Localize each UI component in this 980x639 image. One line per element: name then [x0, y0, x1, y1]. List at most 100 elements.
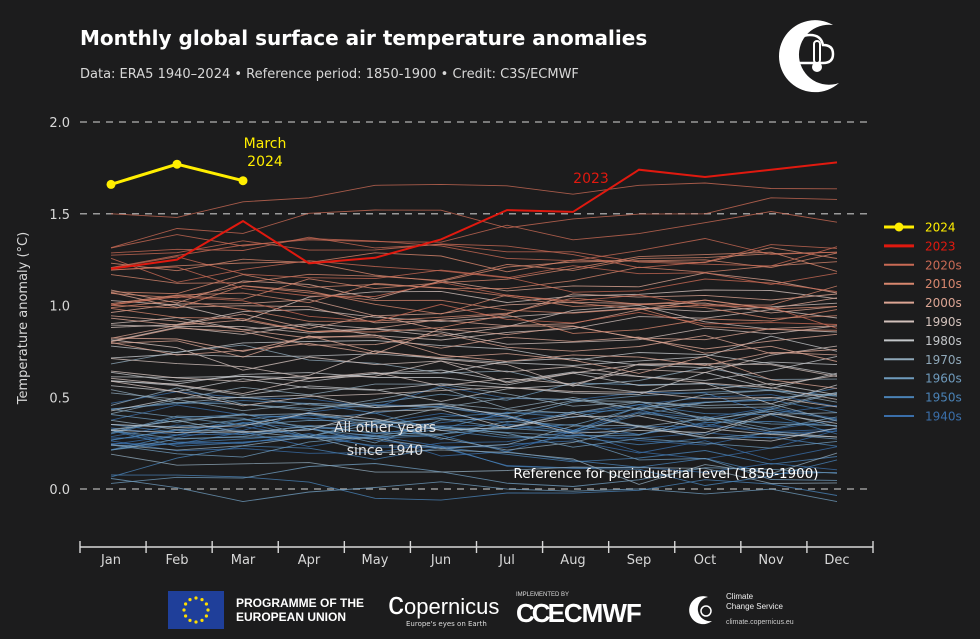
c3s-logo: Climate Change Service climate.copernicu…: [688, 585, 794, 635]
other-year-line: [110, 285, 838, 315]
other-year-line: [110, 302, 838, 328]
chart-subtitle: Data: ERA5 1940–2024 • Reference period:…: [80, 67, 579, 82]
other-year-line: [110, 296, 838, 325]
legend-label: 1950s: [925, 391, 962, 405]
other-year-line: [110, 436, 838, 485]
x-tick-label: Sep: [627, 553, 652, 568]
other-year-line: [110, 240, 838, 269]
other-year-line: [110, 429, 838, 460]
legend-label: 2020s: [925, 258, 962, 272]
annotation-others-line2: since 1940: [347, 443, 423, 459]
other-year-line: [110, 317, 838, 345]
eu-programme-logo: PROGRAMME OF THE EUROPEAN UNION: [168, 585, 364, 635]
other-year-line: [110, 325, 838, 356]
other-year-line: [110, 382, 838, 410]
y-tick-label: 1.0: [49, 300, 70, 315]
other-year-line: [110, 335, 838, 389]
other-year-line: [110, 418, 838, 451]
other-year-line: [110, 390, 838, 451]
chart-title: Monthly global surface air temperature a…: [80, 26, 647, 50]
other-year-line: [110, 389, 838, 415]
legend-label: 2023: [925, 239, 956, 253]
c3s-line2: Change Service: [726, 602, 783, 611]
other-year-line: [110, 234, 838, 262]
legend-label: 2010s: [925, 277, 962, 291]
eu-text-line2: EUROPEAN UNION: [236, 610, 347, 624]
grid-lines: [80, 121, 873, 490]
other-year-line: [110, 350, 838, 387]
other-year-line: [110, 236, 838, 267]
x-tick-label: Oct: [694, 553, 716, 568]
other-year-line: [110, 474, 838, 501]
annotation-others-line1: All other years: [334, 420, 436, 436]
other-year-line: [110, 313, 838, 350]
footer-logos: PROGRAMME OF THE EUROPEAN UNION copernic…: [0, 585, 980, 639]
ecmwf-symbol-icon: CC: [516, 597, 551, 628]
other-year-line: [110, 340, 838, 376]
legend: 2024 2023 2020s 2010s 2000s 1990s 1980s 1970s 19…: [884, 221, 962, 424]
other-year-line: [110, 197, 838, 249]
other-year-line: [110, 387, 838, 411]
other-year-line: [110, 412, 838, 442]
other-year-line: [110, 372, 838, 405]
x-tick-label: Jul: [498, 553, 515, 568]
other-years-lines: [110, 182, 838, 503]
y-tick-label: 0.5: [49, 391, 70, 406]
other-year-line: [110, 315, 838, 366]
legend-label: 2000s: [925, 296, 962, 310]
x-tick-label: Feb: [165, 553, 188, 568]
x-tick-label: Jun: [430, 553, 451, 568]
legend-label: 1980s: [925, 334, 962, 348]
x-axis: Jan Feb Mar Apr May Jun Jul Aug Sep Oct Nov Dec: [79, 541, 874, 568]
other-year-line: [110, 309, 838, 342]
other-year-line: [110, 211, 838, 269]
x-tick-label: Apr: [298, 553, 321, 568]
y-axis-label: Temperature anomaly (°C): [16, 232, 31, 405]
x-tick-label: Mar: [231, 553, 256, 568]
other-year-line: [110, 453, 838, 484]
annotation-march-line2: 2024: [247, 154, 283, 170]
other-year-line: [110, 463, 838, 487]
other-year-line: [110, 335, 838, 366]
other-year-line: [110, 297, 838, 322]
other-year-line: [110, 394, 838, 434]
legend-label: 1970s: [925, 353, 962, 367]
legend-marker: [894, 222, 904, 232]
other-year-line: [110, 423, 838, 454]
legend-label: 1940s: [925, 410, 962, 424]
other-year-line: [110, 408, 838, 433]
x-tick-label: Nov: [758, 553, 784, 568]
series-2024-point: [106, 179, 116, 189]
y-tick-label: 0.0: [49, 483, 70, 498]
other-year-line: [110, 247, 838, 273]
other-year-line: [110, 424, 838, 446]
other-year-line: [110, 404, 838, 451]
other-year-line: [110, 307, 838, 334]
x-tick-label: Aug: [560, 553, 585, 568]
other-year-line: [110, 293, 838, 339]
other-year-line: [110, 182, 838, 218]
other-year-line: [110, 385, 838, 415]
other-year-line: [110, 380, 838, 402]
eu-text-line1: PROGRAMME OF THE: [236, 596, 364, 610]
legend-label: 2024: [925, 221, 956, 235]
highlight-lines: [106, 159, 838, 270]
other-year-line: [110, 285, 838, 331]
other-year-line: [110, 336, 838, 362]
c3s-icon: [689, 596, 712, 625]
series-2024-point: [172, 159, 182, 169]
temperature-chart: Monthly global surface air temperature a…: [16, 20, 962, 568]
ecmwf-implemented: IMPLEMENTED BY: [516, 591, 570, 598]
y-tick-label: 2.0: [49, 116, 70, 131]
other-year-line: [110, 478, 838, 503]
annotation-reference: Reference for preindustrial level (1850-…: [513, 466, 818, 482]
other-year-line: [110, 266, 838, 329]
copernicus-c: c: [388, 584, 404, 621]
c3s-url: climate.copernicus.eu: [726, 619, 794, 626]
eu-flag-icon: [168, 591, 224, 629]
legend-label: 1990s: [925, 315, 962, 329]
copernicus-logo: copernicus Europe's eyes on Earth: [388, 585, 499, 635]
other-year-line: [110, 392, 838, 437]
series-2024-point: [238, 176, 248, 186]
annotation-2023: 2023: [573, 171, 609, 187]
